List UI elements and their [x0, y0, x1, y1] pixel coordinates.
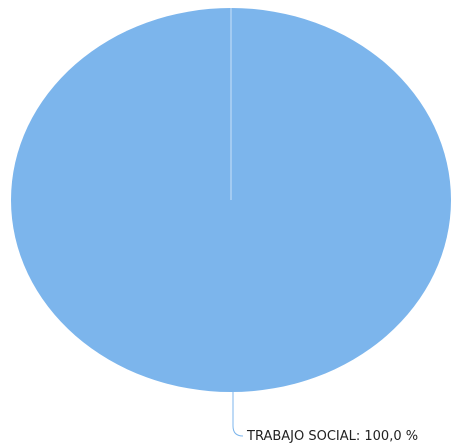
slices-layer	[11, 8, 451, 392]
pie-slice-connector-0	[232, 392, 244, 437]
pie-slice-label-0: TRABAJO SOCIAL: 100,0 %	[246, 429, 418, 444]
labels-layer: TRABAJO SOCIAL: 100,0 %	[232, 392, 418, 444]
